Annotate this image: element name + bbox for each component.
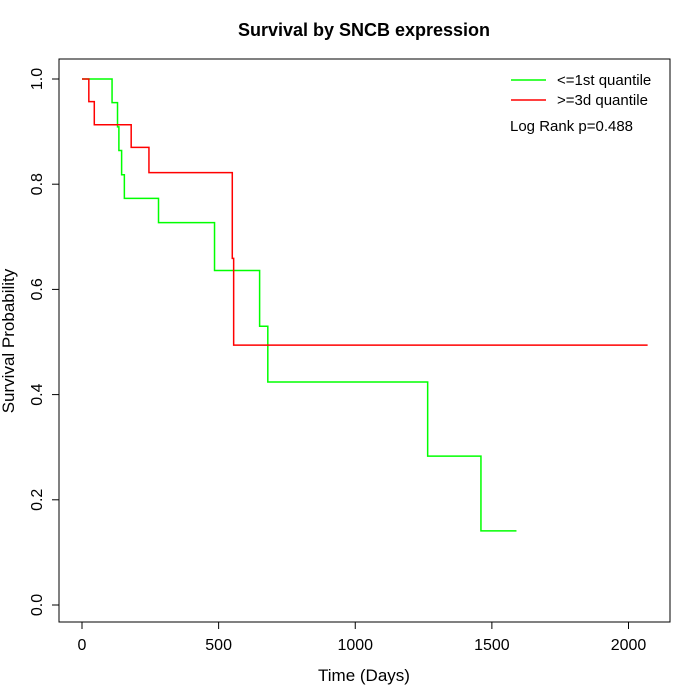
x-tick-label: 2000	[611, 637, 647, 654]
x-tick-label: 0	[78, 637, 87, 654]
y-tick-label: 1.0	[29, 68, 46, 90]
y-tick-label: 0.2	[29, 489, 46, 511]
y-axis-label: Survival Probability	[0, 268, 18, 413]
y-tick-label: 0.6	[29, 278, 46, 300]
y-tick-label: 0.4	[29, 383, 46, 405]
legend-label-low-quantile: <=1st quantile	[557, 72, 651, 89]
chart-title: Survival by SNCB expression	[238, 20, 490, 40]
y-tick-label: 0.8	[29, 173, 46, 195]
x-axis-label: Time (Days)	[318, 666, 410, 685]
series-line-low-quantile	[82, 78, 517, 532]
series-line-high-quantile	[82, 78, 648, 346]
log-rank-annotation: Log Rank p=0.488	[510, 118, 633, 135]
series-layer	[82, 78, 648, 532]
y-tick-label: 0.0	[29, 594, 46, 616]
legend-label-high-quantile: >=3d quantile	[557, 92, 648, 109]
y-axis: 0.0 0.2 0.4 0.6 0.8 1.0	[29, 68, 60, 616]
x-tick-label: 1000	[337, 637, 373, 654]
x-axis: 0 500 1000 1500 2000	[78, 621, 647, 654]
x-tick-label: 500	[205, 637, 232, 654]
plot-frame	[58, 58, 671, 623]
x-tick-label: 1500	[474, 637, 510, 654]
legend: <=1st quantile >=3d quantile	[511, 72, 651, 109]
